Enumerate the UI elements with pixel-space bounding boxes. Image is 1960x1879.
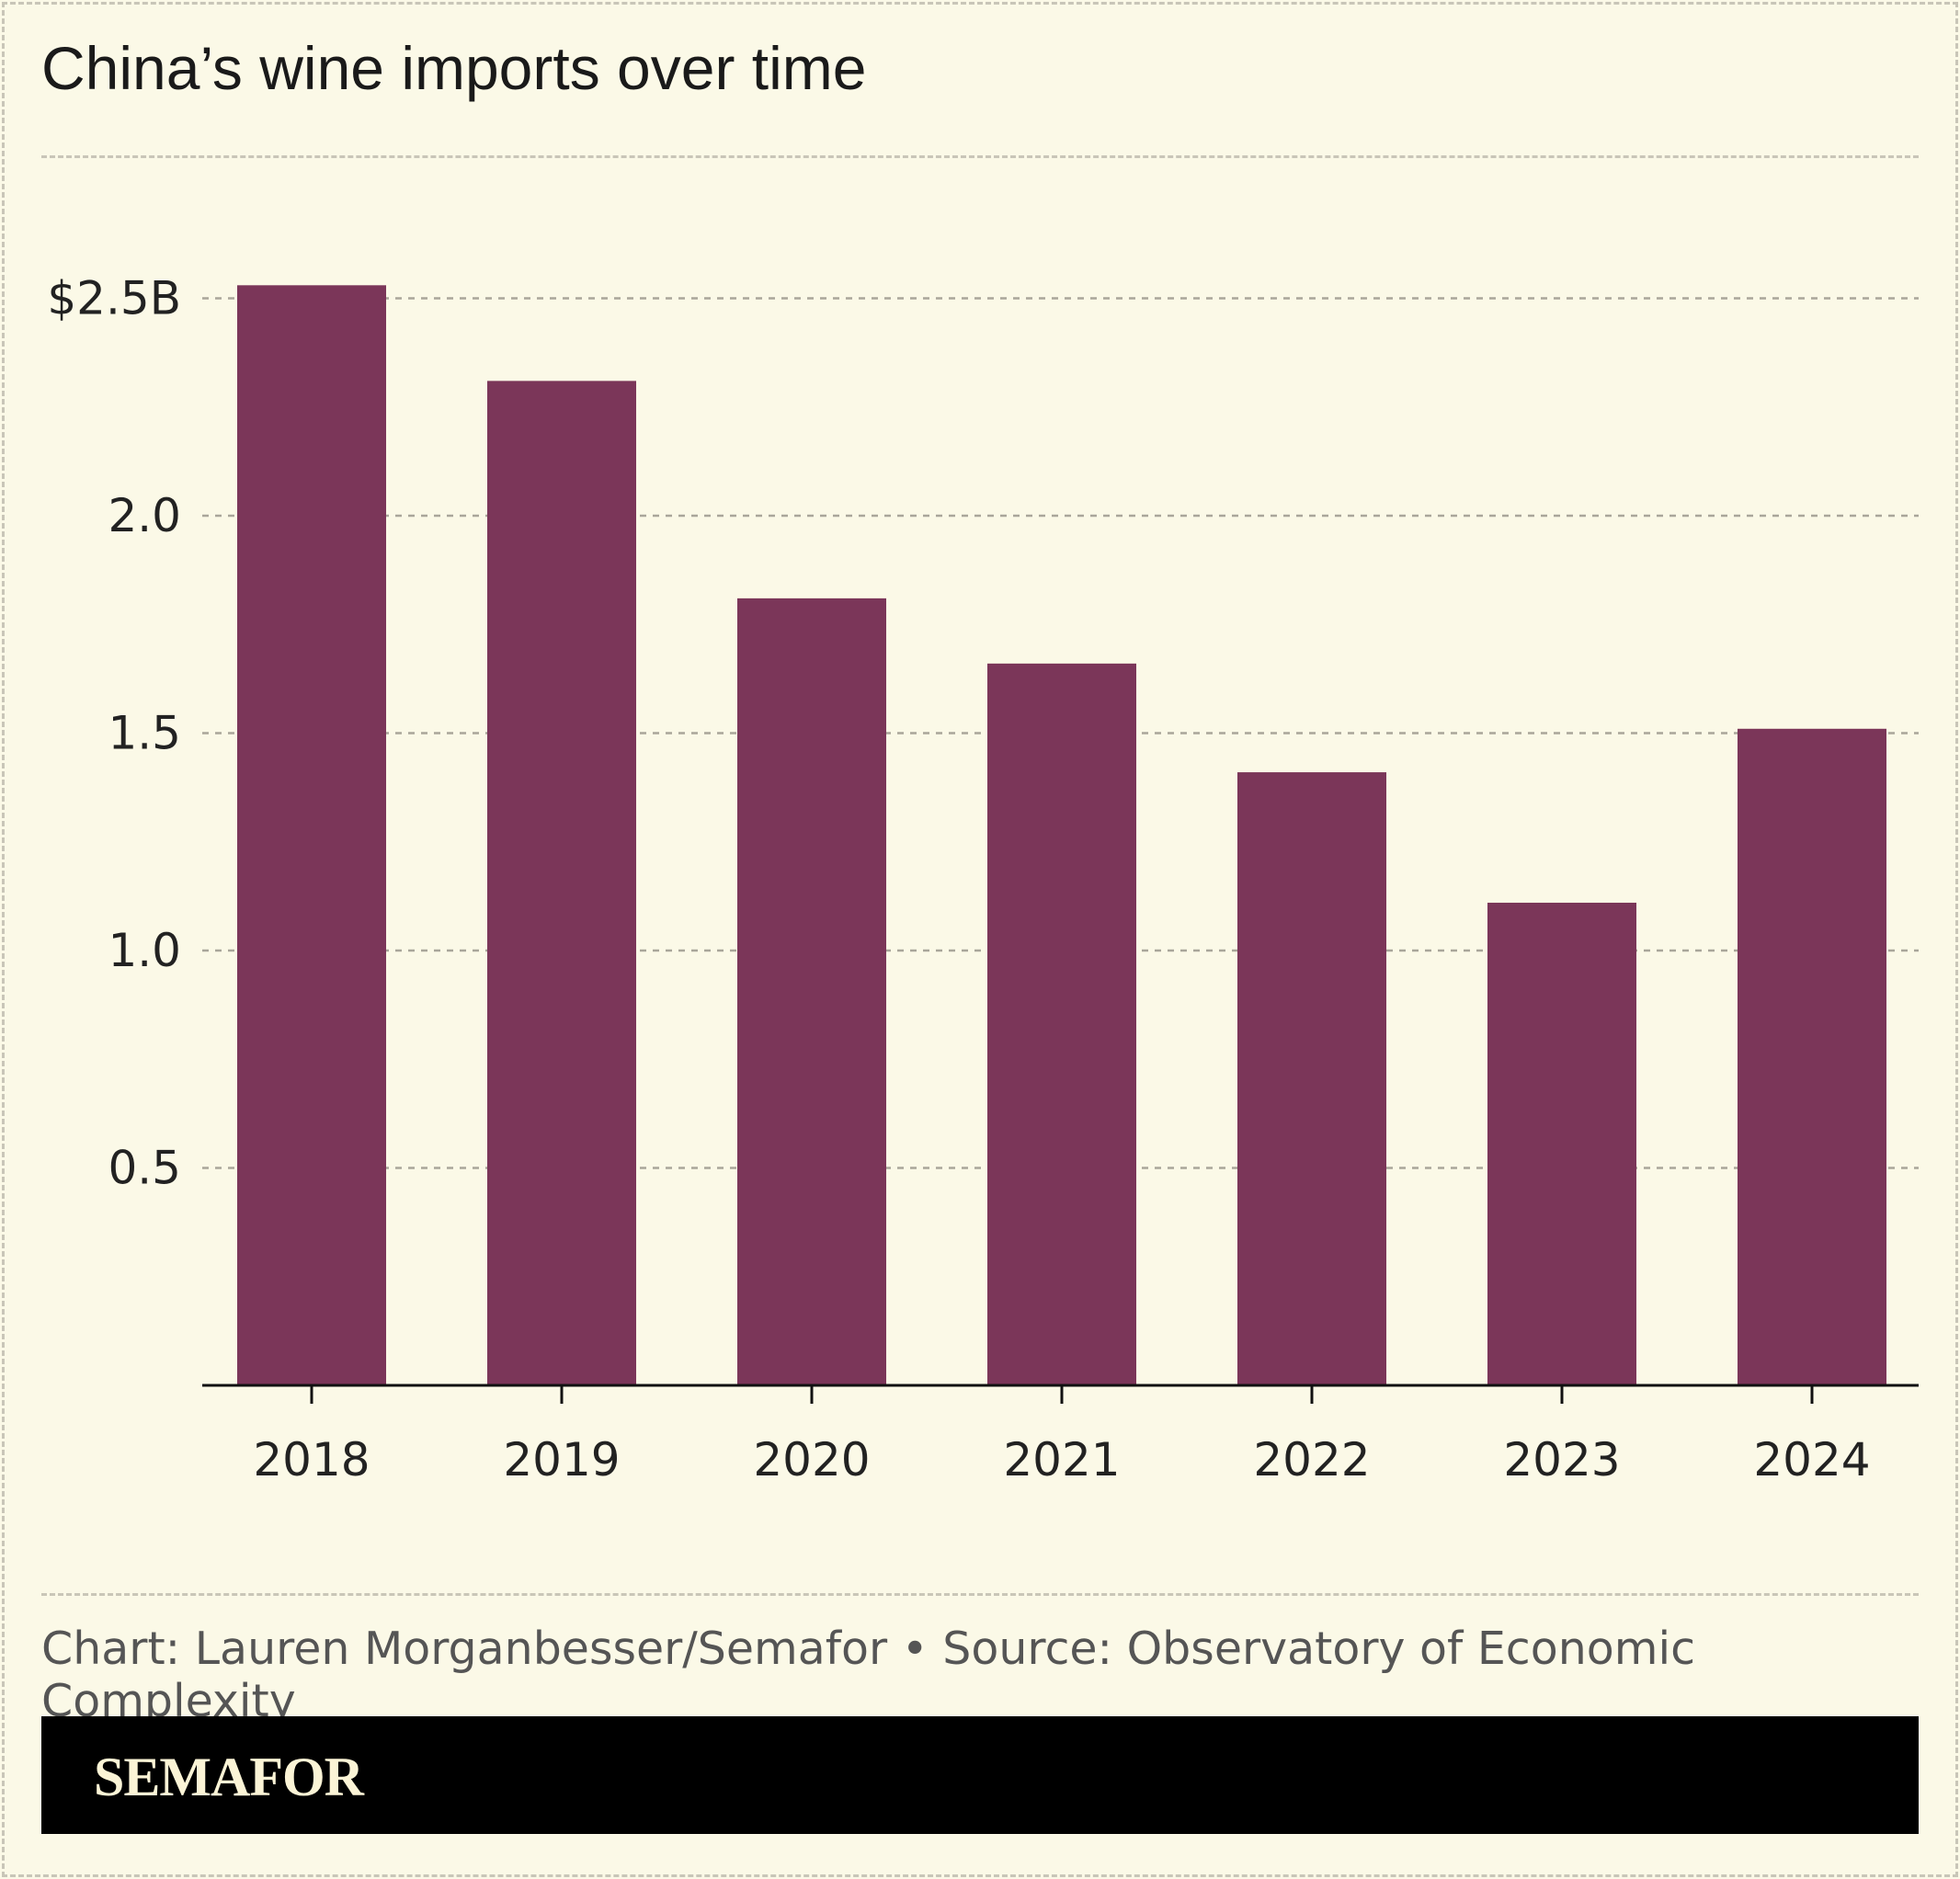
y-tick-label: 1.0: [108, 924, 181, 977]
bar-2020: [737, 598, 886, 1385]
x-tick-label: 2018: [253, 1433, 370, 1486]
bar-2019: [487, 381, 636, 1385]
footer-divider: [41, 1593, 1919, 1596]
x-tick-label: 2019: [503, 1433, 620, 1486]
x-tick-label: 2024: [1753, 1433, 1870, 1486]
x-tick-label: 2020: [753, 1433, 870, 1486]
x-tick-label: 2022: [1253, 1433, 1370, 1486]
bar-2024: [1738, 728, 1886, 1385]
bar-2022: [1237, 772, 1386, 1385]
source-note: Chart: Lauren Morganbesser/Semafor • Sou…: [41, 1623, 1696, 1727]
brand-footer: SEMAFOR: [41, 1716, 1919, 1834]
y-tick-label: 0.5: [108, 1142, 181, 1195]
bar-chart: 0.5 1.0 1.5 2.0 $2.5B 2018 2019 2020 2021 2022 202…: [47, 272, 1919, 1486]
bar-2018: [237, 285, 386, 1385]
bar-2021: [987, 663, 1136, 1385]
x-tick-label: 2023: [1503, 1433, 1620, 1486]
y-tick-label: $2.5B: [47, 272, 181, 325]
bar-2023: [1487, 902, 1636, 1385]
x-tick-label: 2021: [1003, 1433, 1120, 1486]
title-divider: [41, 155, 1919, 158]
semafor-logo: SEMAFOR: [94, 1747, 364, 1807]
chart-title: China’s wine imports over time: [41, 34, 867, 102]
y-tick-label: 1.5: [108, 707, 181, 760]
y-tick-label: 2.0: [108, 489, 181, 542]
